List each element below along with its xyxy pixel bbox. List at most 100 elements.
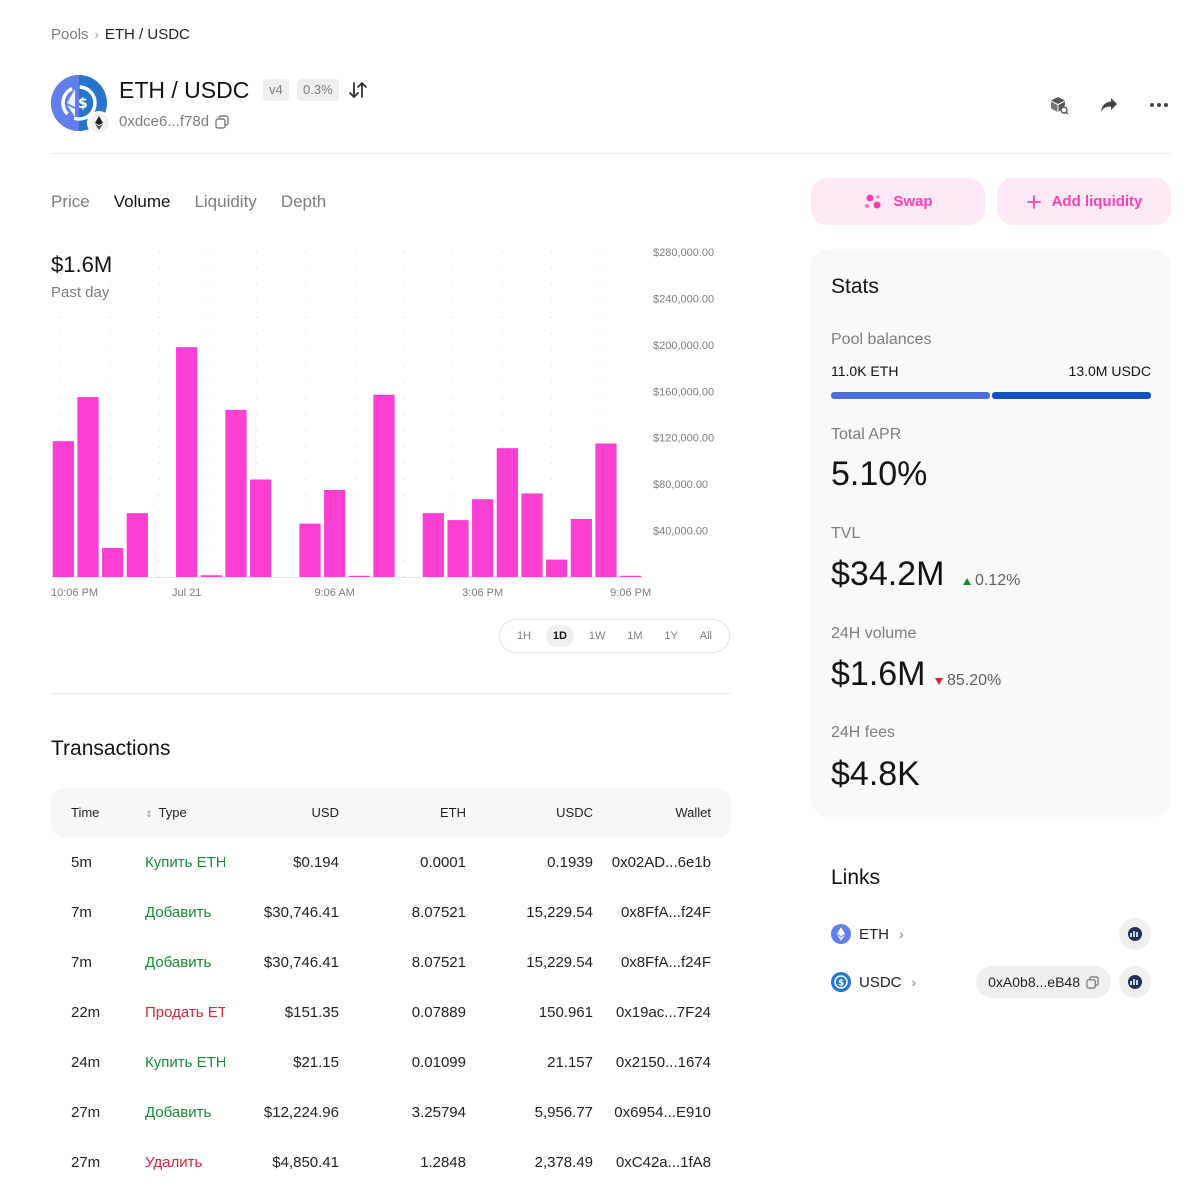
volume-bar[interactable] <box>472 499 494 577</box>
tx-wallet-link[interactable]: 0x19ac...7F24 <box>615 1004 711 1021</box>
volume-bar[interactable] <box>299 523 321 577</box>
range-1h[interactable]: 1H <box>516 630 531 642</box>
swap-button[interactable]: Swap <box>811 178 985 225</box>
tab-liquidity[interactable]: Liquidity <box>194 192 257 211</box>
swap-direction-icon[interactable] <box>347 79 369 101</box>
tx-wallet-link[interactable]: 0x02AD...6e1b <box>611 854 711 871</box>
pool-balances-label: Pool balances <box>831 331 932 348</box>
header-usdc: USDC <box>556 805 593 820</box>
table-row[interactable]: 5m Купить ETH $0.194 0.0001 0.1939 0x02A… <box>51 838 731 888</box>
volume-bar[interactable] <box>447 520 469 577</box>
etherscan-icon <box>1128 975 1142 989</box>
tx-eth: 8.07521 <box>411 904 466 921</box>
header-time: Time <box>71 805 100 820</box>
table-row[interactable]: 27m Добавить $12,224.96 3.25794 5,956.77… <box>51 1088 731 1138</box>
pool-address[interactable]: 0xdce6...f78d <box>119 113 229 130</box>
volume-bar[interactable] <box>176 347 198 577</box>
tx-time: 7m <box>71 904 92 921</box>
volume-change-value: 85.20% <box>947 672 1002 689</box>
x-tick-label: 3:06 PM <box>462 587 503 599</box>
pool-address-text: 0xdce6...f78d <box>119 113 210 130</box>
tx-usd: $30,746.41 <box>263 904 339 921</box>
explorer-cube-icon[interactable] <box>1047 93 1071 117</box>
volume-value: $1.6M <box>51 252 113 277</box>
svg-text:$: $ <box>78 96 88 112</box>
volume-bar[interactable] <box>324 489 346 577</box>
tab-price[interactable]: Price <box>51 192 90 211</box>
volume-bar[interactable] <box>52 441 74 577</box>
table-row[interactable]: 7m Добавить $30,746.41 8.07521 15,229.54… <box>51 888 731 938</box>
copy-icon[interactable] <box>215 114 229 129</box>
link-row-eth: ETH › <box>831 918 1151 952</box>
header-type[interactable]: ⇕ Type <box>145 788 225 838</box>
table-row[interactable]: 22m Продать ETH $151.35 0.07889 150.961 … <box>51 988 731 1038</box>
volume-bar[interactable] <box>102 547 124 577</box>
share-icon[interactable] <box>1097 93 1121 117</box>
tx-eth: 1.2848 <box>420 1154 466 1171</box>
pool-title: ETH / USDC <box>119 77 250 103</box>
tvl-change: 0.12% <box>963 572 1020 590</box>
fee-tier-badge: 0.3% <box>297 79 339 101</box>
volume-bar[interactable] <box>496 448 518 577</box>
tab-volume[interactable]: Volume <box>113 192 171 211</box>
eth-token-link[interactable]: ETH › <box>831 924 904 944</box>
volume-bar[interactable] <box>422 513 444 577</box>
tx-time: 24m <box>71 1054 101 1071</box>
volume-bar[interactable] <box>348 575 370 577</box>
volume-bar[interactable] <box>250 479 272 578</box>
range-1w[interactable]: 1W <box>588 630 606 642</box>
range-1m[interactable]: 1M <box>627 630 643 642</box>
tx-usdc: 0.1939 <box>547 854 593 871</box>
volume-bar[interactable] <box>595 443 617 577</box>
eth-explorer-button[interactable] <box>1119 918 1151 950</box>
y-tick-label: $280,000.00 <box>653 247 714 259</box>
table-row[interactable]: 7m Добавить $30,746.41 8.07521 15,229.54… <box>51 938 731 988</box>
tx-eth: 3.25794 <box>411 1104 466 1121</box>
tx-wallet-link[interactable]: 0x8FfA...f24F <box>620 954 711 971</box>
volume-chart-svg[interactable]: $40,000.00 $80,000.00 $120,000.00 $160,000.… <box>51 244 731 604</box>
usdc-token-icon: $ <box>831 972 851 992</box>
table-row[interactable]: 27m Удалить $4,850.41 1.2848 2,378.49 0x… <box>51 1138 731 1188</box>
volume-bar[interactable] <box>620 575 642 577</box>
table-row[interactable]: 24m Купить ETH $21.15 0.01099 21.157 0x2… <box>51 1038 731 1088</box>
range-all[interactable]: All <box>699 630 712 642</box>
tx-usd: $151.35 <box>284 1004 339 1021</box>
plus-icon <box>1026 194 1041 209</box>
header-actions <box>1047 93 1171 117</box>
usdc-explorer-button[interactable] <box>1119 966 1151 998</box>
tx-usdc: 21.157 <box>547 1054 593 1071</box>
tx-wallet-link[interactable]: 0x2150...1674 <box>615 1054 711 1071</box>
tx-wallet-link[interactable]: 0x8FfA...f24F <box>620 904 711 921</box>
tab-depth[interactable]: Depth <box>280 192 327 211</box>
volume-bar[interactable] <box>570 518 592 577</box>
tx-type: Купить ETH <box>145 1054 225 1071</box>
volume-bar[interactable] <box>126 513 148 577</box>
usdc-token-link[interactable]: $ USDC › <box>831 972 916 992</box>
copy-icon[interactable] <box>1086 975 1099 989</box>
tx-time: 27m <box>71 1154 101 1171</box>
volume-bar[interactable] <box>77 397 99 577</box>
more-icon[interactable] <box>1147 93 1171 117</box>
breadcrumb-pools-link[interactable]: Pools <box>51 26 89 43</box>
volume-bar[interactable] <box>373 394 395 577</box>
volume-chart: $40,000.00 $80,000.00 $120,000.00 $160,000.… <box>51 244 731 604</box>
y-tick-label: $240,000.00 <box>653 293 714 305</box>
range-1d[interactable]: 1D <box>545 625 574 647</box>
range-1y[interactable]: 1Y <box>664 630 678 642</box>
tx-wallet-link[interactable]: 0x6954...E910 <box>614 1104 711 1121</box>
links-title: Links <box>831 866 881 889</box>
tx-usd: $21.15 <box>293 1054 339 1071</box>
add-liquidity-button[interactable]: Add liquidity <box>997 178 1171 225</box>
stats-title: Stats <box>831 275 879 298</box>
volume-bar[interactable] <box>546 559 568 577</box>
usdc-address-pill[interactable]: 0xA0b8...eB48 <box>976 966 1111 998</box>
apr-value: 5.10% <box>831 455 928 493</box>
volume-bar[interactable] <box>521 493 543 577</box>
tx-wallet-link[interactable]: 0xC42a...1fA8 <box>615 1154 711 1171</box>
chart-tabs: Price Volume Liquidity Depth <box>51 192 326 212</box>
tvl-value: $34.2M <box>831 555 945 593</box>
volume-bar[interactable] <box>225 409 247 577</box>
x-tick-label: 9:06 PM <box>610 587 651 599</box>
y-tick-label: $200,000.00 <box>653 340 714 352</box>
volume-bar[interactable] <box>200 575 222 577</box>
